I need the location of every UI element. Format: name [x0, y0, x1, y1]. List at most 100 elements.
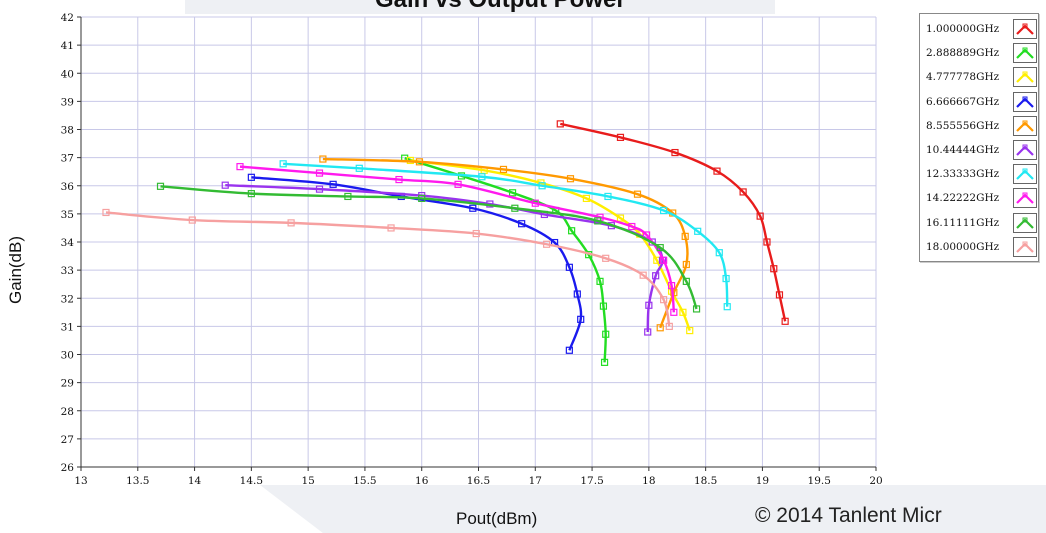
legend-item: 1.000000GHz	[926, 18, 1038, 42]
y-tick-label: 28	[61, 406, 74, 418]
data-point	[315, 185, 324, 193]
x-tick-label: 19.5	[808, 475, 831, 487]
data-point	[660, 296, 668, 304]
data-point	[499, 165, 508, 174]
data-point	[418, 194, 426, 203]
series-14.22222GHz	[236, 163, 678, 316]
y-tick-label: 42	[61, 12, 74, 24]
data-point	[469, 204, 477, 212]
data-point	[236, 163, 244, 171]
data-point	[775, 291, 784, 299]
data-point	[247, 190, 255, 198]
y-tick-label: 35	[61, 209, 74, 221]
data-point	[602, 254, 610, 262]
data-point	[279, 160, 287, 168]
data-point	[315, 169, 324, 177]
legend-swatch-icon	[1013, 43, 1037, 64]
legend-label: 18.00000GHz	[926, 240, 1000, 253]
data-point	[670, 308, 678, 316]
data-point	[642, 231, 651, 239]
legend-label: 4.777778GHz	[926, 71, 1000, 84]
series-18.00000GHz	[102, 208, 673, 330]
legend-item: 18.00000GHz	[926, 236, 1038, 260]
data-point	[568, 227, 576, 235]
series-line	[160, 185, 698, 310]
y-axis-label: Gain(dB)	[6, 235, 25, 305]
series-line	[239, 165, 676, 313]
chart-legend: 1.000000GHz 2.888889GHz 4.777778GHz 6.66666…	[919, 13, 1039, 262]
data-point	[713, 167, 721, 175]
data-point	[660, 206, 668, 215]
data-point	[594, 217, 602, 225]
series-8.555556GHz	[319, 155, 690, 332]
series-line	[404, 157, 607, 363]
data-point	[188, 216, 196, 224]
x-tick-label: 15	[301, 475, 314, 487]
legend-item: 8.555556GHz	[926, 115, 1038, 139]
legend-swatch-icon	[1013, 212, 1037, 233]
data-point	[660, 256, 668, 264]
series-line	[322, 157, 689, 329]
data-point	[565, 346, 573, 354]
data-point	[656, 324, 664, 332]
legend-swatch-icon	[1013, 164, 1037, 185]
x-tick-label: 16.5	[467, 475, 490, 487]
data-point	[596, 213, 604, 221]
data-point	[596, 277, 604, 285]
data-point	[287, 219, 295, 227]
legend-swatch-icon	[1013, 67, 1037, 88]
x-tick-label: 15.5	[353, 475, 376, 487]
legend-label: 14.22222GHz	[926, 192, 1000, 205]
y-tick-label: 39	[61, 96, 74, 108]
data-point	[395, 175, 403, 184]
data-point	[756, 212, 764, 220]
data-point	[531, 199, 539, 207]
series-line	[283, 162, 729, 307]
data-point	[577, 315, 585, 323]
data-point	[573, 290, 581, 298]
data-point	[329, 180, 337, 188]
data-point	[511, 204, 519, 212]
data-point	[415, 158, 424, 166]
y-tick-label: 31	[61, 321, 74, 333]
data-point	[600, 358, 609, 366]
data-point	[599, 302, 608, 310]
x-tick-label: 17.5	[580, 475, 603, 487]
data-point	[665, 322, 673, 330]
x-tick-label: 13	[74, 475, 87, 487]
data-point	[739, 188, 747, 196]
x-tick-label: 18.5	[694, 475, 717, 487]
grid	[80, 16, 877, 468]
data-point	[344, 192, 352, 201]
data-point	[102, 208, 110, 217]
series-16.11111GHz	[156, 182, 701, 313]
data-point	[763, 238, 771, 246]
y-tick-label: 40	[61, 68, 74, 80]
series-2.888889GHz	[401, 154, 610, 366]
series-line	[560, 122, 787, 322]
series-line	[105, 211, 671, 327]
data-point	[682, 260, 690, 269]
legend-item: 12.33333GHz	[926, 163, 1038, 187]
data-point	[319, 155, 327, 163]
legend-swatch-icon	[1013, 236, 1037, 257]
axes: 13 13.5 14 14.5 15 15.5 16 16.5 17 17.5 18 18.5 19 19…	[61, 12, 883, 487]
legend-label: 1.000000GHz	[926, 23, 1000, 35]
data-point	[644, 328, 652, 336]
x-tick-label: 16	[415, 475, 429, 487]
data-point	[454, 180, 462, 188]
y-tick-label: 34	[61, 237, 75, 249]
data-point	[247, 173, 255, 181]
legend-item: 4.777778GHz	[926, 66, 1038, 90]
y-tick-label: 33	[61, 265, 74, 277]
data-point	[722, 274, 730, 283]
legend-label: 2.888889GHz	[926, 47, 1000, 60]
data-point	[582, 194, 590, 203]
y-tick-label: 30	[61, 350, 74, 362]
chart-title: Gain vs Output Power	[375, 0, 626, 14]
series-line	[225, 183, 664, 333]
data-point	[723, 303, 731, 311]
data-point	[221, 181, 229, 189]
data-point	[671, 148, 679, 157]
